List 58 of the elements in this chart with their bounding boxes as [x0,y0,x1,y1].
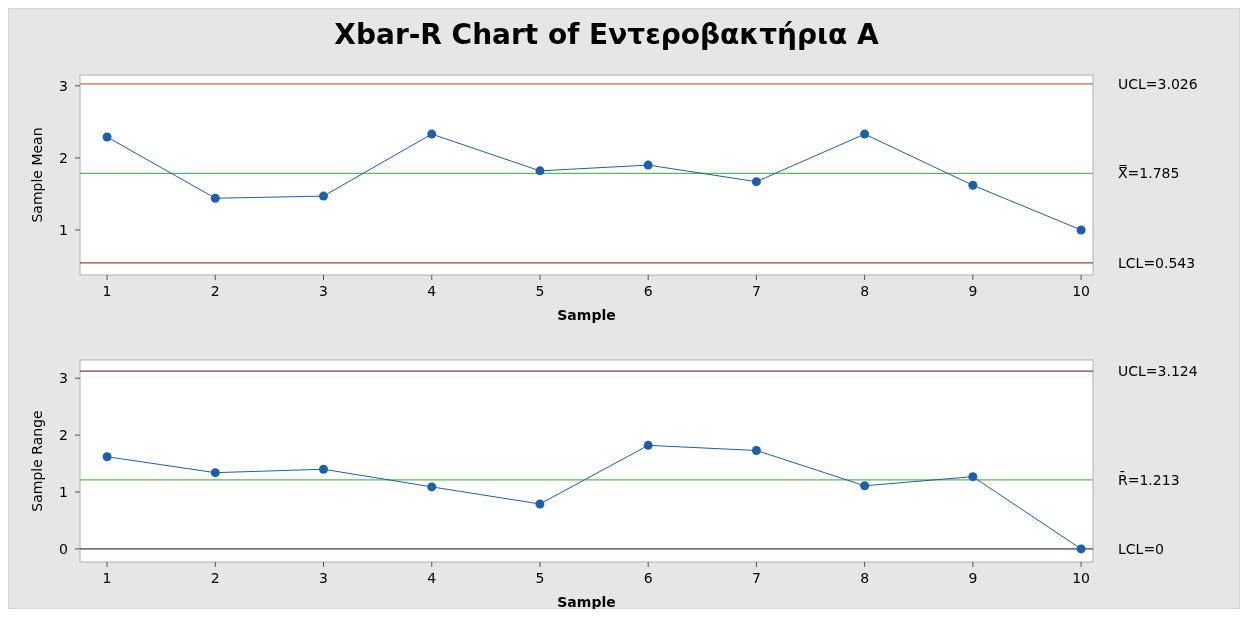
y-tick-label: 3 [59,77,68,94]
x-tick-label: 3 [319,570,328,586]
y-tick-label: 2 [59,149,68,166]
x-tick-label: 8 [860,283,870,299]
point [102,452,112,462]
x-tick-label: 4 [427,283,437,299]
point [427,129,437,139]
y-tick-label: 0 [59,540,68,557]
y-axis-title: Sample Mean [29,127,45,223]
point [1076,544,1086,554]
point [319,191,329,201]
point [968,180,978,190]
ref-line-label: LCL=0.543 [1118,254,1196,271]
x-tick-label: 3 [319,283,328,299]
x-tick-label: 6 [643,570,653,586]
point [860,129,870,139]
point [535,166,545,176]
x-tick-label: 6 [643,283,653,299]
point [1076,225,1086,235]
y-axis-title: Sample Range [29,410,45,512]
point [643,440,653,450]
x-tick-label: 8 [860,570,870,586]
x-tick-label: 10 [1072,283,1091,299]
x-axis-title: Sample [557,307,616,323]
y-tick-label: 1 [59,221,68,238]
x-axis-title: Sample [557,594,616,610]
point [751,445,761,455]
x-tick-label: 7 [751,570,761,586]
x-tick-label: 7 [751,283,761,299]
point [210,193,220,203]
x-tick-label: 5 [535,570,545,586]
point [427,482,437,492]
x-tick-label: 9 [968,283,978,299]
ref-line-label: UCL=3.124 [1118,363,1198,380]
x-tick-label: 2 [210,570,220,586]
x-tick-label: 10 [1072,570,1091,586]
point [968,472,978,482]
point [319,464,329,474]
point [751,177,761,187]
ref-line-label: X̿=1.785 [1118,164,1180,182]
ref-line-label: LCL=0 [1118,540,1165,557]
x-tick-label: 4 [427,570,437,586]
y-tick-label: 1 [59,483,68,500]
ref-line-label: R̄=1.213 [1118,471,1180,488]
x-tick-label: 2 [210,283,220,299]
x-tick-label: 1 [102,570,112,586]
x-tick-label: 9 [968,570,978,586]
point [102,132,112,142]
ref-line-label: UCL=3.026 [1118,75,1198,92]
y-tick-label: 2 [59,427,68,444]
x-tick-label: 1 [102,283,112,299]
y-tick-label: 3 [59,370,68,387]
point [860,481,870,491]
x-tick-label: 5 [535,283,545,299]
point [535,499,545,509]
point [643,160,653,170]
chart-title: Xbar-R Chart of Εντεροβακτήρια A [334,18,879,51]
point [210,468,220,478]
